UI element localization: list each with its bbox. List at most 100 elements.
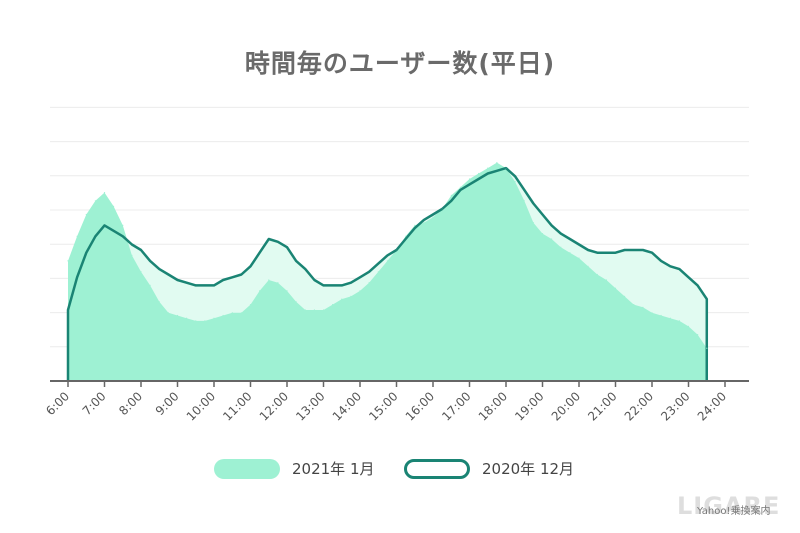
data-point-2020 [660,260,662,262]
data-point-2020 [359,276,361,278]
data-point-2021 [259,290,261,292]
data-point-2021 [350,295,352,297]
source-credit: Yahoo!乗換案内 [697,506,771,517]
data-point-2021 [386,260,388,262]
data-point-2020 [569,238,571,240]
data-point-2021 [149,284,151,286]
data-point-2020 [478,178,480,180]
data-point-2020 [386,254,388,256]
data-point-2020 [441,208,443,210]
x-tick-label: 18:00 [476,389,510,423]
data-point-2021 [551,238,553,240]
data-point-2020 [487,172,489,175]
data-point-2020 [651,252,653,254]
data-point-2021 [605,279,608,281]
data-point-2021 [368,282,370,284]
data-point-2020 [459,189,461,191]
data-point-2021 [687,325,690,327]
data-point-2020 [368,271,370,273]
data-point-2020 [697,284,699,286]
data-point-2021 [332,304,334,306]
data-point-2021 [231,312,233,314]
data-point-2020 [706,298,708,300]
data-point-2020 [277,241,279,243]
data-point-2020 [614,252,617,254]
x-tick-label: 19:00 [512,389,546,423]
data-point-2020 [149,260,151,262]
data-point-2020 [541,213,544,216]
data-point-2021 [697,334,699,336]
data-point-2020 [67,309,69,311]
data-point-2020 [532,202,535,205]
x-tick-label: 13:00 [293,389,327,423]
x-tick-label: 14:00 [330,389,364,423]
data-point-2021 [651,312,653,314]
x-tick-label: 24:00 [695,389,729,423]
data-point-2020 [505,167,507,169]
data-point-2021 [423,222,425,224]
x-tick-label: 8:00 [116,389,145,418]
data-point-2021 [67,260,69,262]
x-tick-label: 16:00 [403,389,437,423]
data-point-2021 [450,194,452,196]
data-point-2021 [468,178,471,180]
data-point-2021 [213,317,215,319]
data-point-2021 [669,317,671,319]
data-point-2020 [496,170,498,172]
data-point-2020 [341,284,343,286]
data-point-2021 [633,304,635,306]
data-point-2021 [596,273,598,276]
data-point-2020 [560,233,562,235]
data-point-2021 [405,235,407,237]
legend-item-2021: 2021年 1月 [214,458,375,479]
data-point-2020 [94,235,96,237]
data-point-2021 [523,200,525,202]
chart-title: 時間毎のユーザー数(平日) [244,49,556,78]
data-point-2021 [277,282,279,284]
data-point-2020 [213,284,215,286]
data-point-2020 [176,279,179,281]
data-point-2020 [642,249,644,251]
data-point-2020 [103,224,106,226]
data-point-2020 [158,268,160,270]
data-point-2021 [660,314,662,317]
x-tick-label: 23:00 [658,389,692,423]
x-tick-label: 22:00 [622,389,656,423]
data-point-2020 [687,276,690,278]
data-point-2020 [578,243,580,246]
data-point-2020 [240,273,242,276]
data-point-2021 [541,233,544,235]
data-point-2020 [332,284,334,286]
data-point-2020 [395,249,398,251]
x-tick-label: 12:00 [257,389,291,423]
data-point-2020 [322,284,325,286]
data-point-2020 [514,175,516,177]
data-point-2020 [468,183,471,185]
data-point-2020 [377,263,379,265]
data-point-2021 [85,213,87,216]
data-point-2020 [313,279,315,281]
data-point-2021 [140,271,142,273]
series-layer [66,162,709,382]
legend-swatch-2020 [404,458,470,479]
legend-swatch-2021 [214,458,280,479]
x-tick-label: 6:00 [43,389,72,418]
data-point-2021 [432,216,434,218]
data-point-2021 [678,320,681,322]
data-point-2021 [560,246,562,248]
data-point-2020 [286,246,288,248]
x-tick-label: 9:00 [153,389,182,418]
data-point-2021 [459,186,461,188]
data-point-2020 [131,243,133,246]
data-point-2021 [186,317,188,319]
data-point-2021 [240,312,242,314]
data-point-2021 [167,312,169,314]
x-tick-label: 10:00 [184,389,218,423]
data-point-2020 [222,279,224,281]
data-point-2021 [313,309,315,311]
x-tick-label: 20:00 [549,389,583,423]
data-point-2021 [341,298,343,300]
data-point-2021 [195,320,197,322]
data-point-2021 [642,306,644,308]
